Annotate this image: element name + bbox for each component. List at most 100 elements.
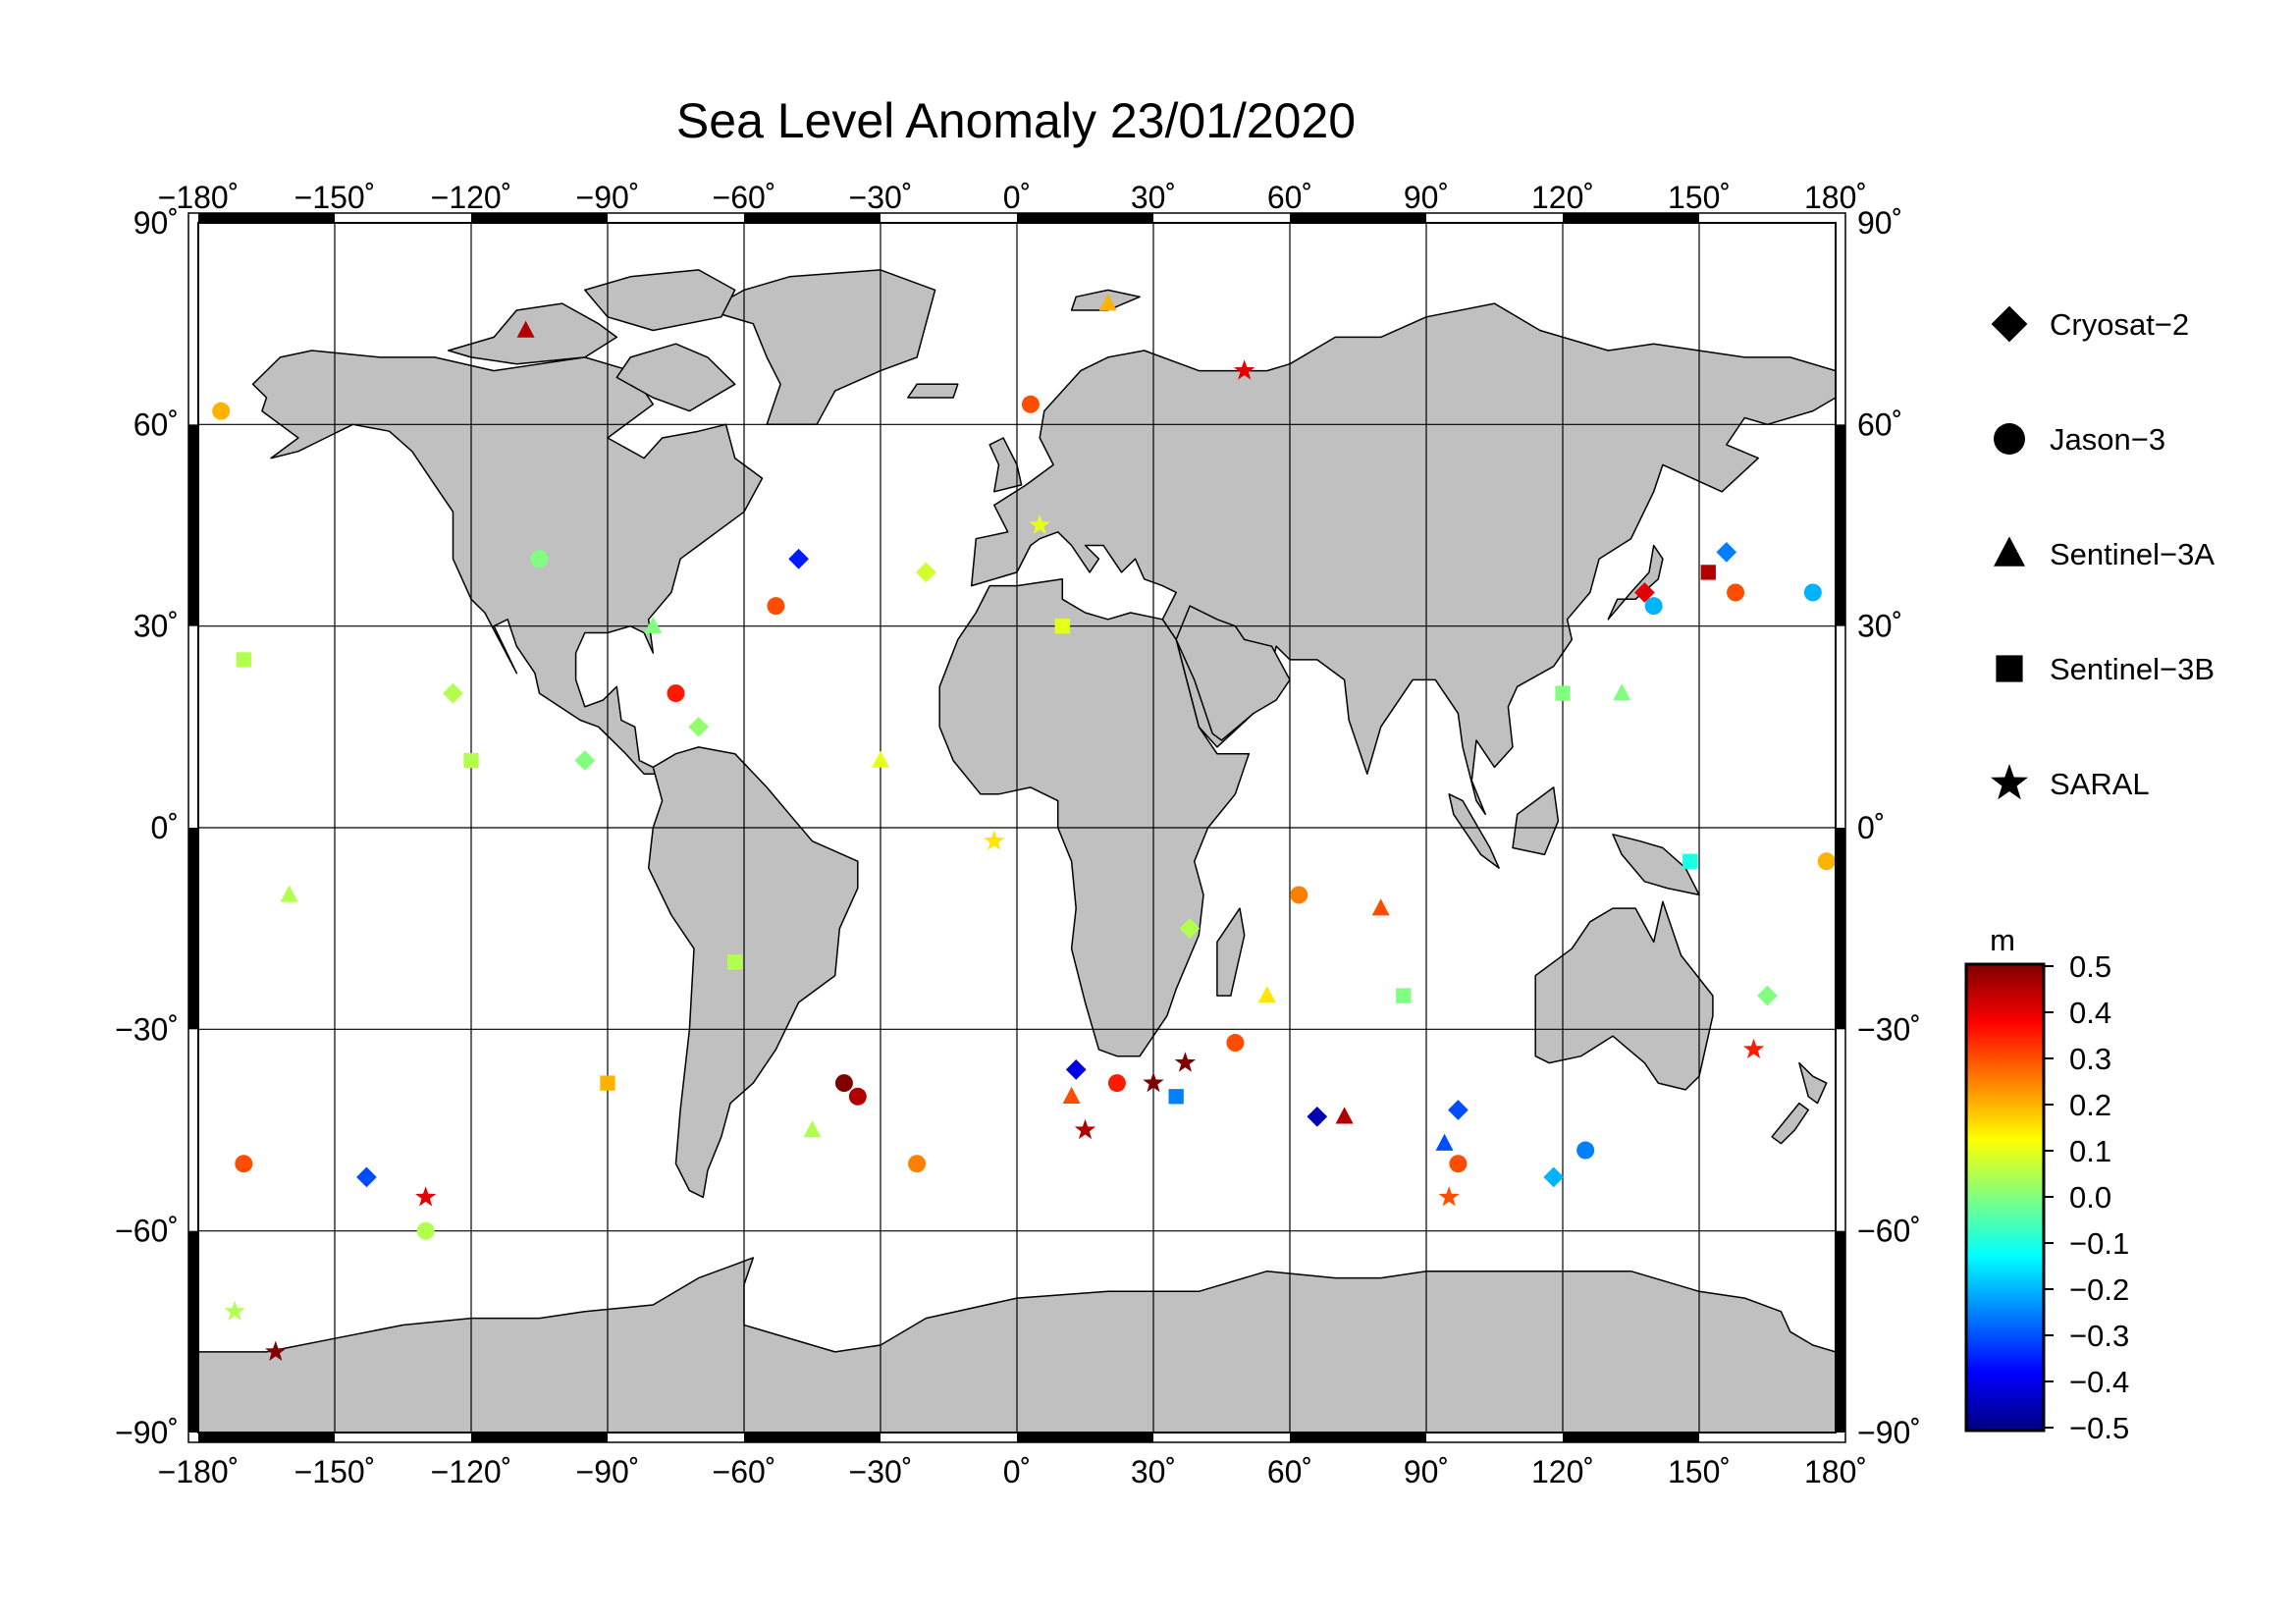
lon-tick-label-bottom: 90˚ bbox=[1404, 1454, 1449, 1489]
track-point-diamond bbox=[1716, 542, 1737, 563]
lat-tick-label-right: 30˚ bbox=[1857, 609, 1902, 644]
track-point-diamond bbox=[915, 562, 936, 583]
lat-tick-label-left: 60˚ bbox=[133, 406, 179, 442]
land-sumatra bbox=[1448, 793, 1500, 869]
lon-tick-label-bottom: 30˚ bbox=[1131, 1454, 1176, 1489]
track-point-square bbox=[236, 652, 251, 668]
track-point-star bbox=[1438, 1186, 1460, 1207]
track-point-square bbox=[1682, 853, 1698, 869]
colorbar-tick-label: −0.3 bbox=[2069, 1319, 2129, 1353]
lat-tick-label-left: 30˚ bbox=[133, 609, 179, 644]
frame-bar bbox=[1290, 213, 1426, 223]
lat-tick-label-right: 0˚ bbox=[1857, 810, 1885, 845]
track-point-circle bbox=[1021, 395, 1040, 413]
track-point-triangle bbox=[644, 616, 663, 633]
track-point-square bbox=[600, 1075, 615, 1091]
track-point-square bbox=[1700, 565, 1716, 580]
track-point-diamond bbox=[1065, 1059, 1087, 1080]
track-point-square bbox=[1555, 685, 1571, 701]
lat-tick-label-left: −60˚ bbox=[115, 1214, 179, 1249]
lon-tick-label-top: −30˚ bbox=[849, 180, 913, 215]
frame-bar bbox=[198, 1433, 335, 1442]
track-point-circle bbox=[530, 550, 549, 568]
frame-bar bbox=[744, 1433, 881, 1442]
track-point-square bbox=[1396, 988, 1412, 1003]
legend-label: Sentinel−3B bbox=[2050, 652, 2215, 686]
lon-tick-label-bottom: 60˚ bbox=[1267, 1454, 1312, 1489]
diamond-icon bbox=[1991, 305, 2028, 343]
track-point-star bbox=[415, 1186, 437, 1207]
frame-bar bbox=[744, 213, 881, 223]
track-point-circle bbox=[1226, 1034, 1245, 1053]
track-point-circle bbox=[1817, 852, 1836, 871]
axis-tick-labels: −180˚ −180˚ −150˚ −150˚ −120˚ −120˚ −90˚ −90˚ −6… bbox=[115, 180, 1921, 1489]
track-point-diamond bbox=[356, 1166, 377, 1188]
colorbar-tick-label: 0.4 bbox=[2069, 996, 2111, 1030]
track-point-diamond bbox=[1543, 1166, 1565, 1188]
lat-tick-label-left: 0˚ bbox=[151, 810, 179, 845]
colorbar-tick-label: −0.4 bbox=[2069, 1365, 2129, 1399]
lon-tick-label-bottom: 0˚ bbox=[1003, 1454, 1031, 1489]
frame-bar bbox=[188, 424, 198, 626]
colorbar-tick-label: 0.1 bbox=[2069, 1134, 2111, 1168]
track-point-star bbox=[1143, 1071, 1164, 1093]
track-point-star bbox=[1029, 514, 1050, 535]
colorbar-scale bbox=[1964, 962, 2046, 1433]
land-madagascar bbox=[1216, 907, 1246, 997]
track-point-star bbox=[1074, 1118, 1096, 1140]
land-uk bbox=[988, 437, 1023, 493]
lat-tick-label-right: 90˚ bbox=[1857, 205, 1902, 241]
colorbar-tick-label: −0.5 bbox=[2069, 1411, 2129, 1445]
track-point-triangle bbox=[1613, 683, 1631, 701]
lon-tick-label-top: 0˚ bbox=[1003, 180, 1031, 215]
lon-tick-label-top: −150˚ bbox=[294, 180, 376, 215]
circle-icon bbox=[1994, 423, 2025, 455]
lon-tick-label-top: −60˚ bbox=[713, 180, 776, 215]
track-point-triangle bbox=[872, 750, 889, 768]
track-point-square bbox=[1168, 1089, 1184, 1105]
track-point-circle bbox=[416, 1221, 435, 1240]
colorbar-tick-label: 0.0 bbox=[2069, 1180, 2111, 1215]
track-point-circle bbox=[767, 597, 785, 616]
lat-tick-label-left: −90˚ bbox=[115, 1415, 179, 1450]
frame-bar bbox=[1563, 1433, 1699, 1442]
track-point-diamond bbox=[443, 682, 463, 704]
lon-tick-label-top: 180˚ bbox=[1804, 180, 1867, 215]
colorbar-tick-label: 0.5 bbox=[2069, 949, 2111, 984]
colorbar-tick-label: −0.1 bbox=[2069, 1226, 2129, 1261]
lon-tick-label-top: 60˚ bbox=[1267, 180, 1312, 215]
track-point-triangle bbox=[803, 1120, 822, 1138]
track-point-diamond bbox=[1179, 918, 1201, 940]
colorbar-tick-label: 0.3 bbox=[2069, 1042, 2111, 1076]
land-australia bbox=[1534, 900, 1714, 1091]
figure-title: Sea Level Anomaly 23/01/2020 bbox=[676, 93, 1356, 148]
frame-bar bbox=[1017, 213, 1153, 223]
frame-bar bbox=[1836, 828, 1845, 1030]
track-point-diamond bbox=[688, 716, 710, 737]
lat-tick-label-right: −90˚ bbox=[1857, 1415, 1921, 1450]
legend-label: Jason−3 bbox=[2050, 422, 2165, 457]
track-point-triangle bbox=[1371, 898, 1390, 916]
frame-bar bbox=[198, 213, 335, 223]
lon-tick-label-bottom: 180˚ bbox=[1804, 1454, 1867, 1489]
track-point-circle bbox=[1107, 1074, 1126, 1093]
track-point-circle bbox=[1803, 583, 1822, 602]
frame-bar bbox=[1017, 1433, 1153, 1442]
frame-bar bbox=[188, 1230, 198, 1433]
track-point-diamond bbox=[1757, 985, 1778, 1006]
track-point-diamond bbox=[788, 548, 809, 569]
track-point-circle bbox=[212, 402, 231, 420]
frame-bar bbox=[1290, 1433, 1426, 1442]
track-point-triangle bbox=[1257, 986, 1276, 1003]
frame-bar bbox=[1563, 213, 1699, 223]
land-baffin-island bbox=[615, 343, 736, 412]
lon-tick-label-bottom: −30˚ bbox=[849, 1454, 913, 1489]
lon-tick-label-top: 120˚ bbox=[1531, 180, 1594, 215]
track-point-diamond bbox=[574, 750, 596, 771]
lon-tick-label-bottom: −90˚ bbox=[576, 1454, 640, 1489]
lon-tick-label-bottom: −120˚ bbox=[431, 1454, 512, 1489]
track-point-circle bbox=[1290, 886, 1308, 904]
track-point-circle bbox=[1727, 583, 1745, 602]
land-iceland bbox=[907, 383, 959, 399]
symbol-legend: Cryosat−2 Jason−3 Sentinel−3A Sentinel−3B SA… bbox=[1991, 305, 2215, 801]
